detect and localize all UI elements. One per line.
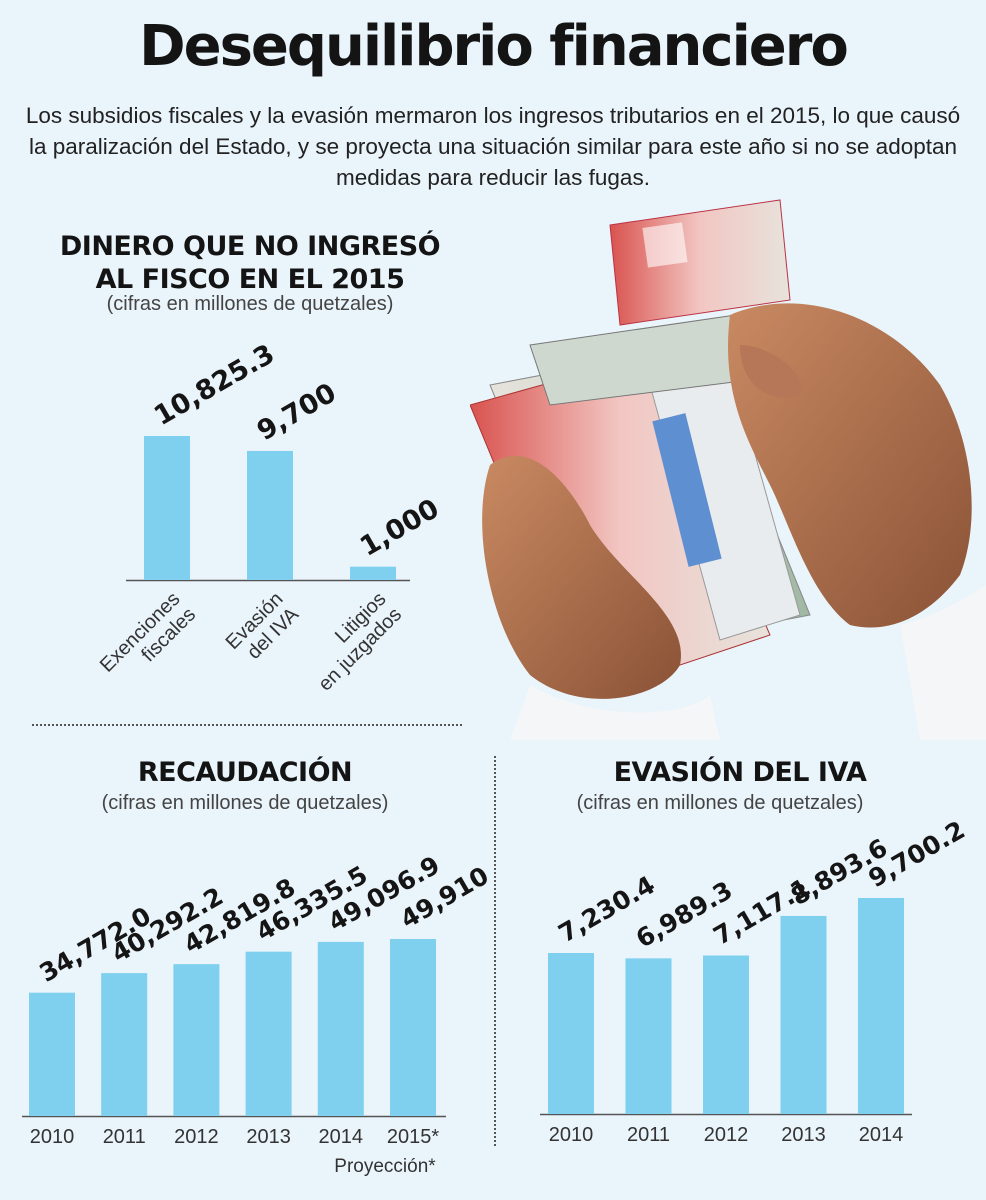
evasion-bar <box>858 898 904 1114</box>
intro-text: Los subsidios fiscales y la evasión merm… <box>25 103 961 190</box>
recaudacion-category-label: 2014 <box>319 1126 364 1148</box>
evasion-bar <box>780 915 827 1114</box>
hand-right <box>728 303 972 628</box>
evasion-bar <box>703 955 749 1114</box>
evasion-bar <box>625 958 672 1114</box>
recaudacion-bar <box>101 973 148 1116</box>
evasion-title: EVASIÓN DEL IVA <box>613 757 867 788</box>
page-title: Desequilibrio financiero <box>139 14 849 79</box>
money-hands-illustration <box>470 199 986 740</box>
shirt-cuffs <box>510 585 986 740</box>
recaudacion-bar <box>173 964 220 1116</box>
dinero-title-line1: DINERO QUE NO INGRESÓ <box>59 231 441 262</box>
recaudacion-bar <box>29 992 75 1116</box>
evasion-category-label: 2013 <box>781 1124 826 1146</box>
recaudacion-category-label: 2010 <box>30 1126 75 1148</box>
banknote-top <box>609 199 791 326</box>
recaudacion-category-label: 2015* <box>387 1126 439 1148</box>
recaudacion-category-label: 2012 <box>174 1126 219 1148</box>
evasion-category-label: 2014 <box>859 1124 904 1146</box>
evasion-subtitle: (cifras en millones de quetzales) <box>576 792 864 814</box>
recaudacion-category-label: 2013 <box>246 1126 291 1148</box>
recaudacion-bar <box>390 939 436 1116</box>
dinero-bar <box>247 450 293 580</box>
dinero-bar <box>350 566 396 580</box>
evasion-category-label: 2011 <box>627 1124 670 1146</box>
section-divider-vertical <box>494 756 496 1146</box>
dinero-subtitle: (cifras en millones de quetzales) <box>106 293 394 315</box>
dinero-bar-chart: 10,825.3Exencionesfiscales9,700Evasiónde… <box>96 339 445 696</box>
dinero-title-line2: AL FISCO EN EL 2015 <box>95 264 405 295</box>
evasion-category-label: 2012 <box>704 1124 749 1146</box>
hand-left <box>482 455 681 699</box>
dinero-bar <box>144 436 190 580</box>
dinero-title: DINERO QUE NO INGRESÓ AL FISCO EN EL 201… <box>30 230 470 296</box>
recaudacion-category-label: 2011 <box>103 1126 146 1148</box>
projection-note: Proyección* <box>334 1156 436 1177</box>
recaudacion-title: RECAUDACIÓN <box>137 757 353 788</box>
recaudacion-bar <box>317 941 364 1116</box>
recaudacion-bar <box>245 951 292 1116</box>
recaudacion-subtitle: (cifras en millones de quetzales) <box>101 792 389 814</box>
evasion-bar <box>548 952 594 1114</box>
recaudacion-bar-chart: 34,772.0201040,292.2201142,819.8201246,3… <box>22 850 490 1148</box>
section-divider-horizontal <box>32 724 462 726</box>
evasion-category-label: 2010 <box>549 1124 594 1146</box>
